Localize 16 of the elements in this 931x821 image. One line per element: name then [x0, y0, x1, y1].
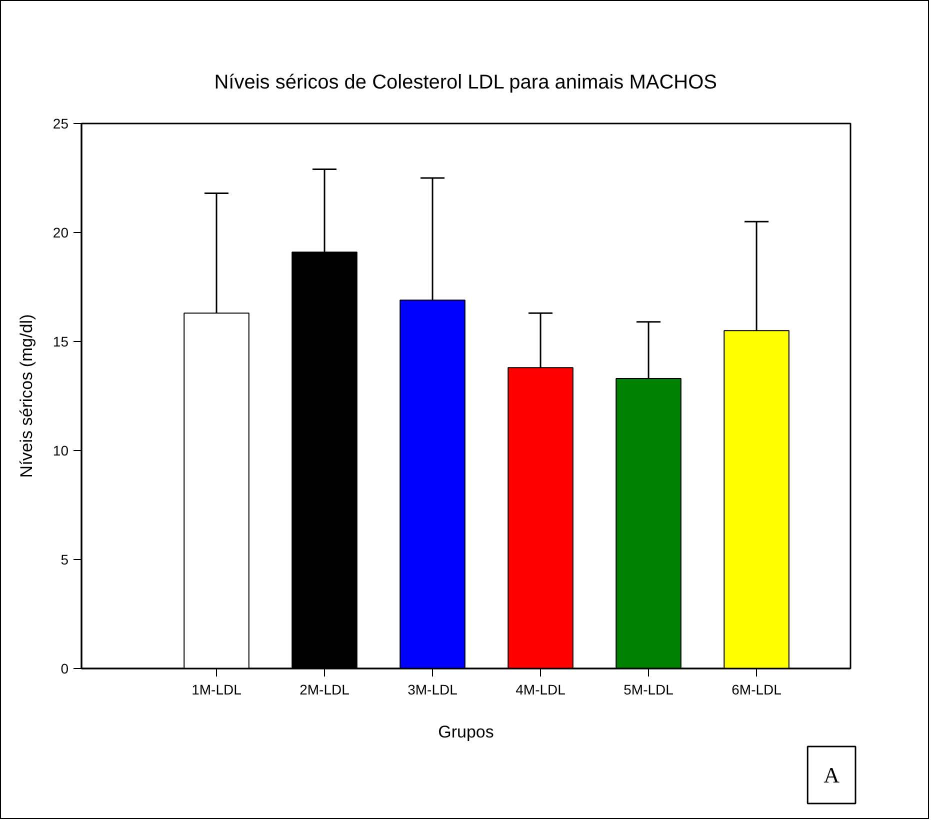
y-axis-title: Níveis séricos (mg/dl)	[16, 314, 36, 478]
x-tick-label: 1M-LDL	[192, 682, 242, 698]
y-tick-label: 5	[60, 552, 69, 568]
text: A	[824, 762, 840, 788]
x-tick-label: 3M-LDL	[408, 682, 458, 698]
y-tick-label: 20	[52, 224, 69, 240]
y-tick-label: 10	[52, 442, 69, 458]
y-tick-label: 25	[52, 116, 69, 132]
x-tick-label: 6M-LDL	[732, 682, 782, 698]
y-tick-label: 15	[52, 334, 69, 350]
y-tick-label: 0	[60, 660, 69, 676]
x-tick-label: 5M-LDL	[624, 682, 674, 698]
chart-title: Níveis séricos de Colesterol LDL para animais MACHOS	[214, 72, 718, 94]
x-tick-label: 4M-LDL	[516, 682, 566, 698]
x-axis-title: Grupos	[438, 722, 494, 742]
x-tick-label: 2M-LDL	[300, 682, 350, 698]
